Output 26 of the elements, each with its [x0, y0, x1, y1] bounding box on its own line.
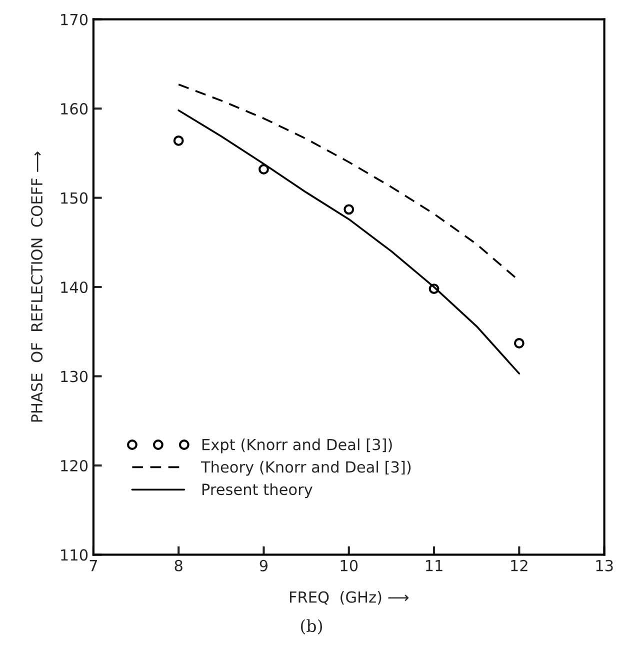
- line-series: [178, 109, 520, 374]
- point: [173, 135, 184, 146]
- x-tick-label: 9: [260, 560, 268, 572]
- y-tick-label: 170: [61, 14, 88, 26]
- x-axis-title: FREQ (GHz) ⟶: [290, 591, 409, 605]
- x-tick-label: 12: [511, 560, 528, 572]
- y-tick-label: 110: [61, 549, 88, 561]
- point: [258, 164, 269, 174]
- y-tick-label: 160: [61, 103, 88, 115]
- y-axis-title: PHASE OF REFLECTION COEFF ⟶: [31, 152, 43, 422]
- x-tick-label: 7: [90, 560, 98, 572]
- x-tick-label: 11: [426, 560, 442, 572]
- x-tick-label: 10: [340, 560, 358, 572]
- x-tick-label: 13: [596, 560, 613, 572]
- point: [514, 338, 524, 348]
- x-tick-label: 8: [174, 560, 182, 572]
- legend-label: Theory (Knorr and Deal [3]): [200, 460, 411, 476]
- y-tick-label: 150: [61, 192, 88, 204]
- y-tick-label: 140: [61, 281, 88, 294]
- point: [344, 204, 354, 215]
- y-tick-label: 120: [61, 460, 88, 472]
- y-tick-label: 130: [61, 370, 88, 382]
- legend-label: Present theory: [202, 483, 312, 498]
- point: [428, 284, 440, 294]
- text: (b): [300, 619, 322, 634]
- legend-label: Expt (Knorr and Deal [3]): [202, 438, 392, 454]
